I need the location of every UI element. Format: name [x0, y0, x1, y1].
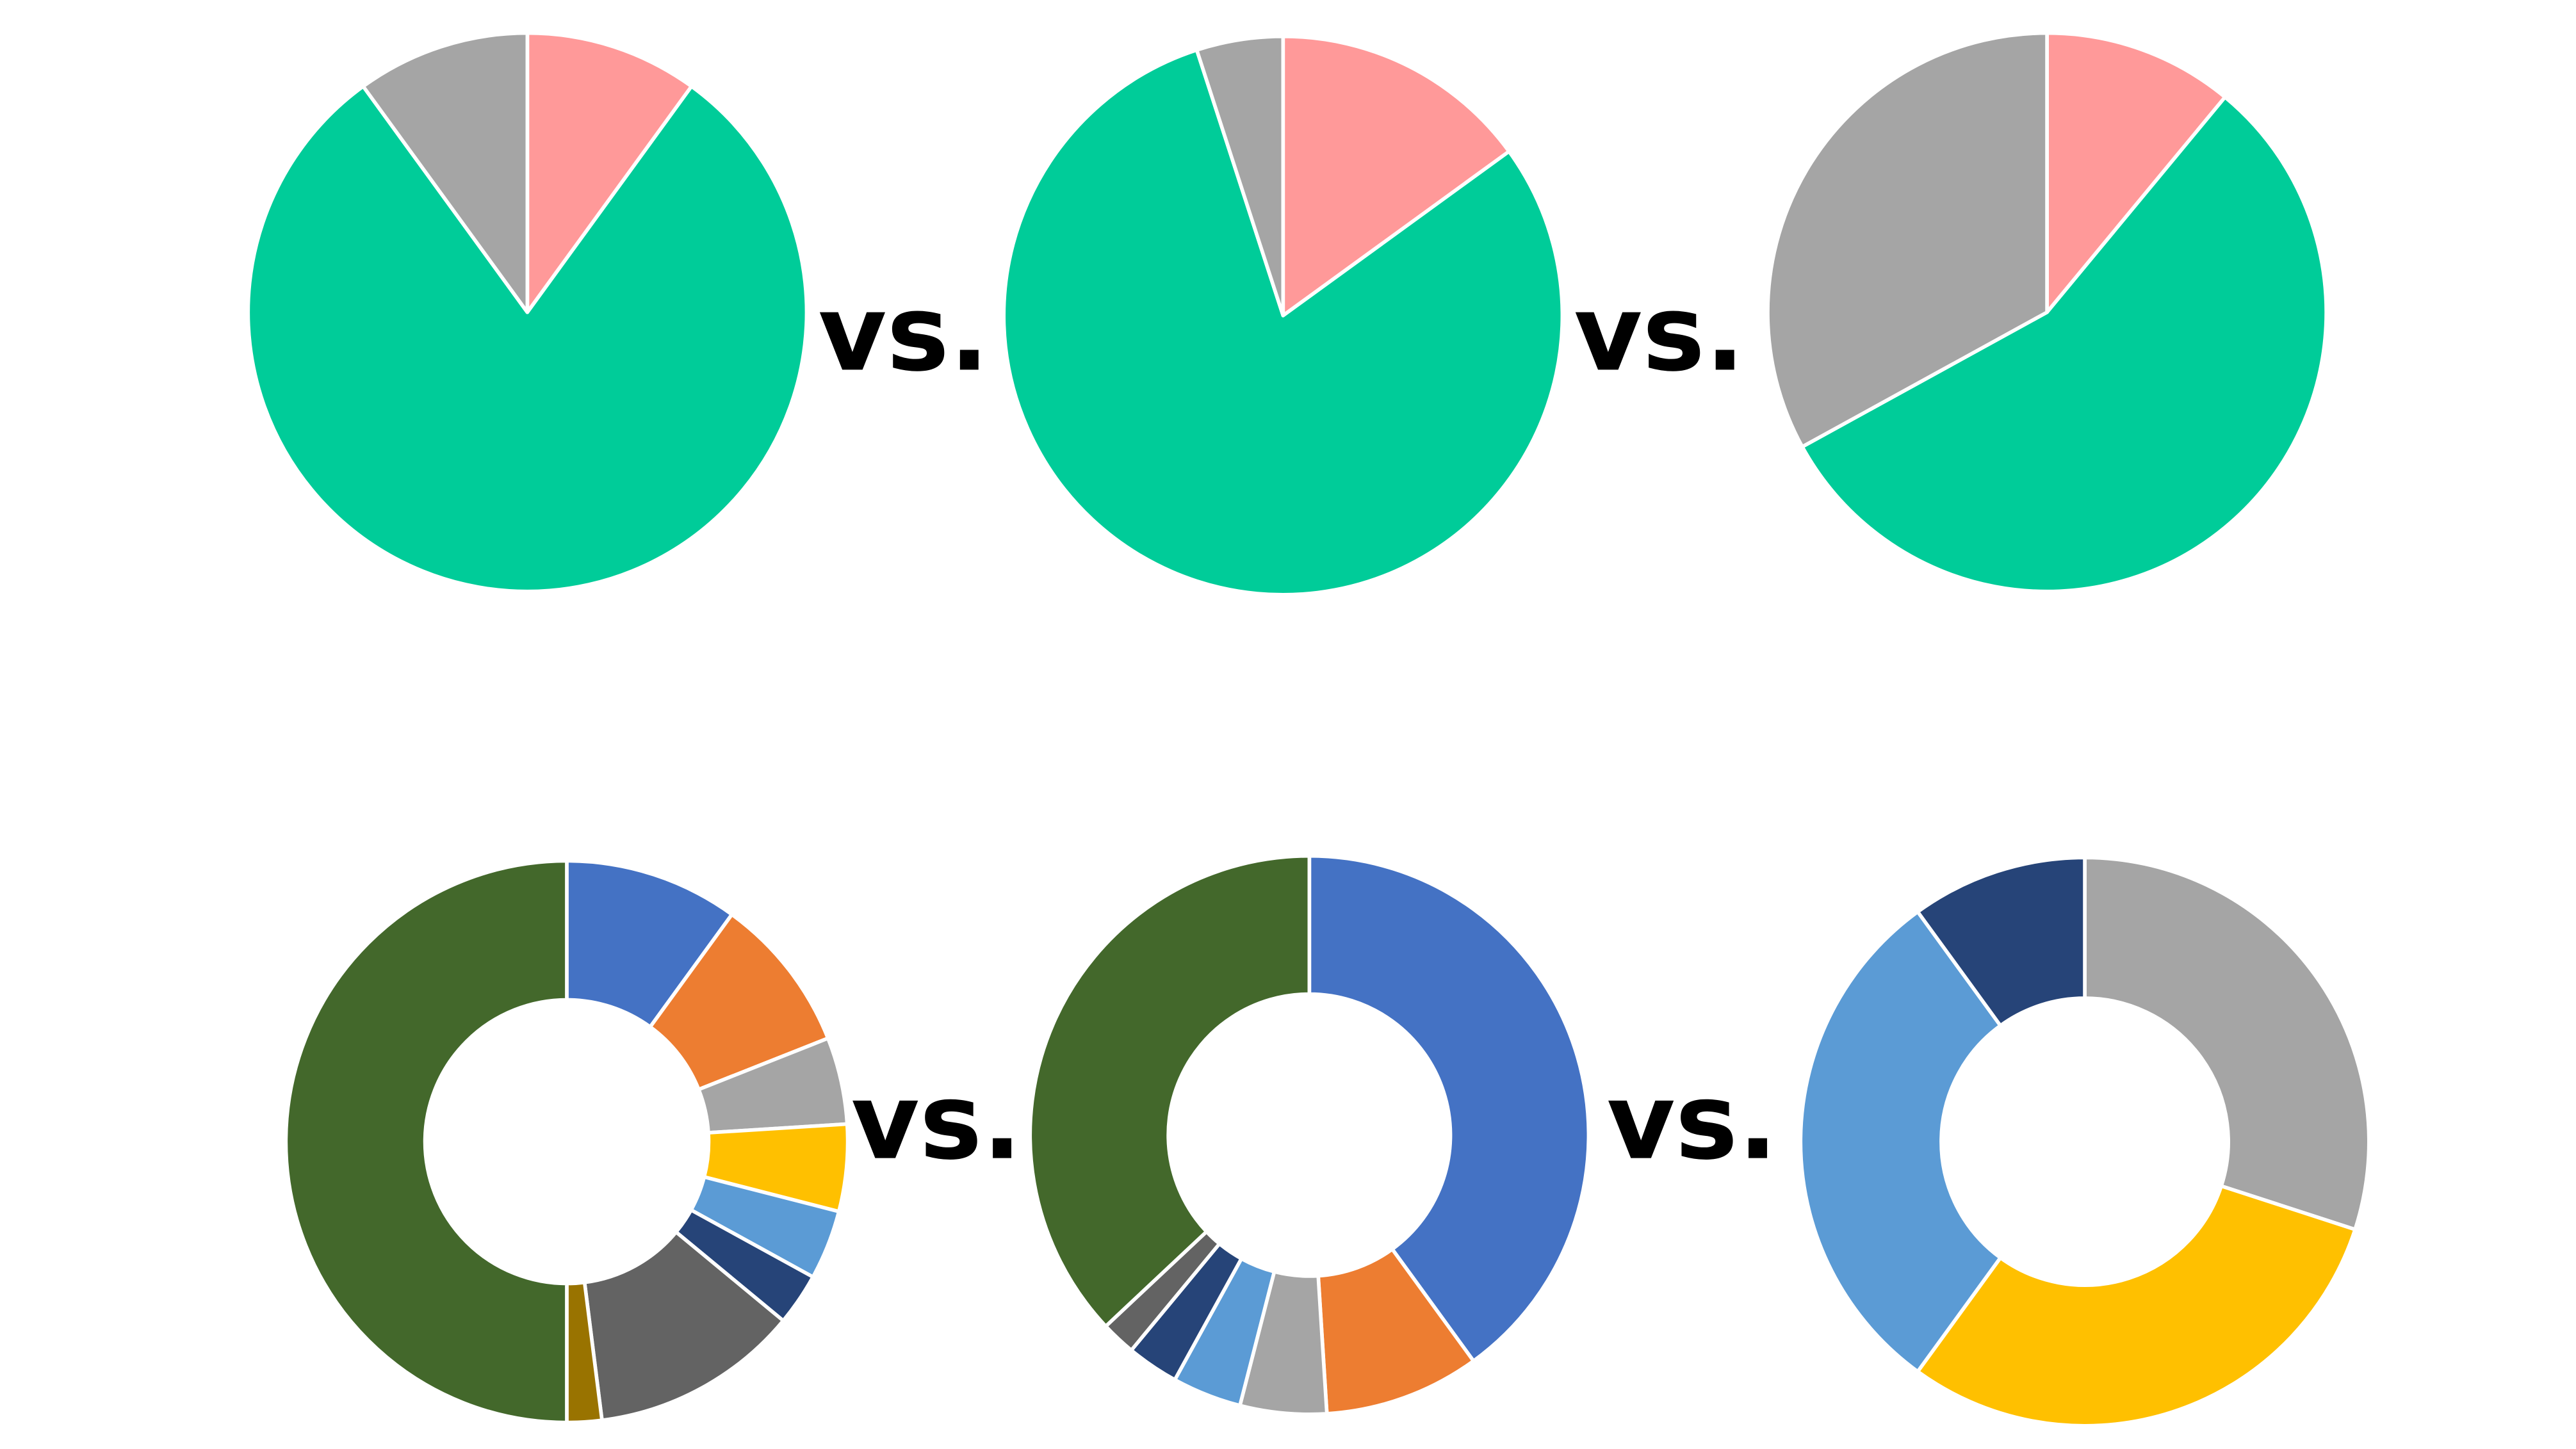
slice-1	[1307, 854, 1591, 1363]
slice-1	[525, 31, 694, 314]
slice-7	[1028, 854, 1312, 1329]
slice-4	[1916, 855, 2087, 1028]
slice-3	[1766, 31, 2049, 449]
slice-9	[284, 859, 569, 1425]
donut-chart-5	[1028, 854, 1591, 1416]
pie-chart-3	[1766, 31, 2328, 594]
slice-1	[1281, 34, 1511, 318]
slice-2	[246, 85, 809, 594]
vs-label-bottom-2: vs.	[1607, 1061, 1778, 1183]
slice-2	[1002, 48, 1565, 597]
slice-3	[361, 31, 530, 314]
slice-2	[1916, 1184, 2357, 1428]
slice-7	[582, 1230, 785, 1423]
slice-2	[1800, 95, 2328, 594]
slice-3	[1194, 34, 1285, 318]
pie-chart-1	[246, 31, 809, 594]
vs-label-top-2: vs.	[1574, 272, 1745, 394]
slice-3	[1798, 910, 2003, 1373]
vs-label-bottom-1: vs.	[851, 1061, 1022, 1183]
donut-chart-4	[284, 859, 850, 1425]
slice-1	[2045, 31, 2227, 314]
vs-label-top-1: vs.	[818, 272, 989, 394]
slice-1	[2083, 855, 2371, 1231]
donut-chart-6	[1798, 855, 2371, 1428]
pie-chart-2	[1002, 34, 1565, 597]
